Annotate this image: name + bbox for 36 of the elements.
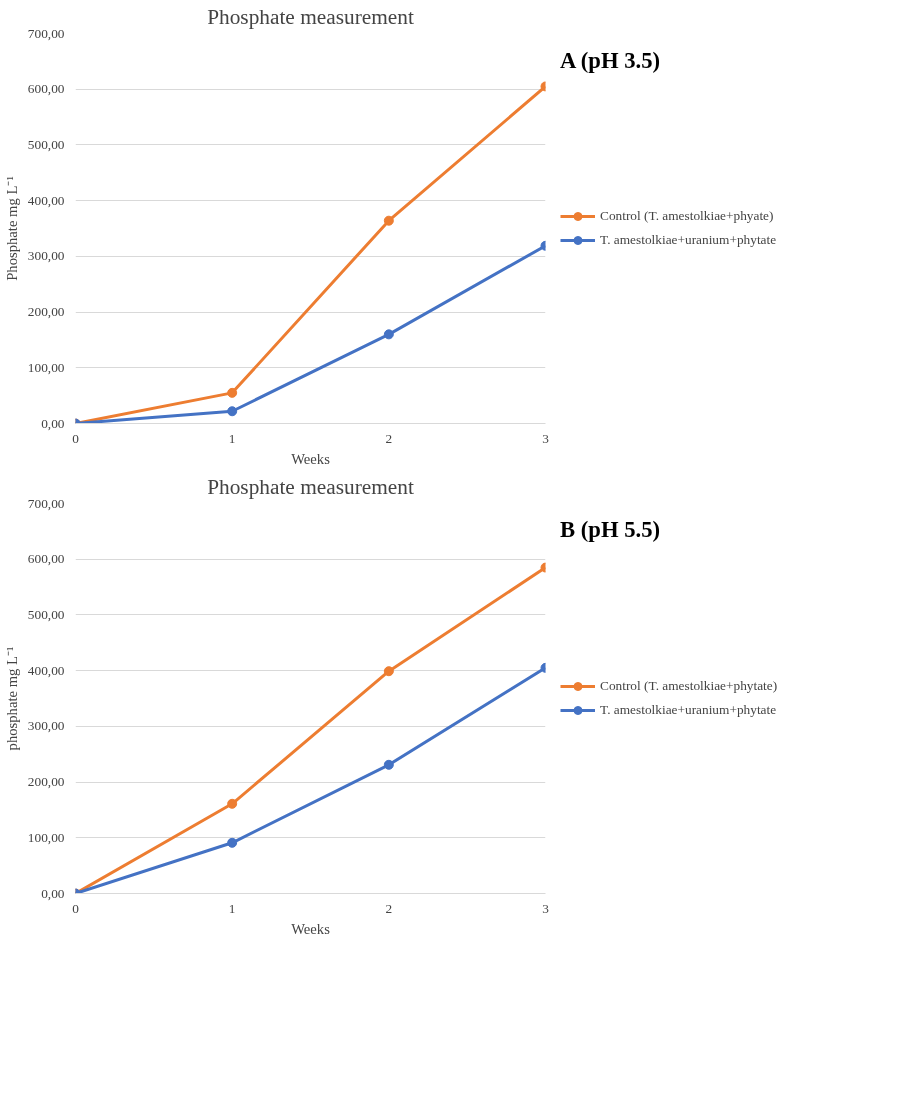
y-tick-label: 700,00 <box>27 495 65 511</box>
y-tick-label: 300,00 <box>27 248 65 264</box>
text: A (pH 3.5) <box>560 47 661 75</box>
y-tick-label: 100,00 <box>27 360 65 376</box>
y-tick-label: 200,00 <box>27 304 65 320</box>
y-tick-label: 200,00 <box>27 773 65 789</box>
y-tick-label: 500,00 <box>27 137 65 153</box>
legend-label: Control (T. amestolkiae+phytate) <box>600 677 778 694</box>
x-tick-label: 2 <box>385 900 393 916</box>
x-tick-label: 3 <box>542 900 550 916</box>
text: B (pH 5.5) <box>560 516 661 545</box>
y-tick-label: 600,00 <box>27 81 65 97</box>
x-tick-label: 1 <box>228 900 236 916</box>
x-tick-label: 2 <box>385 430 393 446</box>
legend-label: Control (T. amestolkiae+phyate) <box>600 208 774 225</box>
legend-label: T. amestolkiae+uranium+phytate <box>600 232 777 249</box>
y-tick-label: 400,00 <box>27 193 65 209</box>
y-tick-label: 500,00 <box>27 606 65 622</box>
y-tick-label: 0,00 <box>41 885 65 901</box>
y-axis-title: Phosphate mg L⁻¹ <box>3 176 20 282</box>
y-tick-label: 0,00 <box>41 415 65 431</box>
y-tick-label: 100,00 <box>27 829 65 845</box>
y-tick-label: 600,00 <box>27 550 65 566</box>
x-tick-label: 0 <box>72 430 80 446</box>
y-tick-label: 400,00 <box>27 662 65 678</box>
x-tick-label: 3 <box>542 430 550 446</box>
x-tick-label: 0 <box>72 900 80 916</box>
y-axis-title: phosphate mg L⁻¹ <box>3 646 20 751</box>
y-tick-label: 300,00 <box>27 718 65 734</box>
legend-label: T. amestolkiae+uranium+phytate <box>600 701 777 718</box>
chart-title: Phosphate measurement <box>207 474 414 499</box>
y-tick-label: 700,00 <box>27 25 65 41</box>
x-axis-title: Weeks <box>291 920 331 937</box>
chart-title: Phosphate measurement <box>207 4 414 29</box>
x-axis-title: Weeks <box>291 450 331 467</box>
x-tick-label: 1 <box>228 430 236 446</box>
